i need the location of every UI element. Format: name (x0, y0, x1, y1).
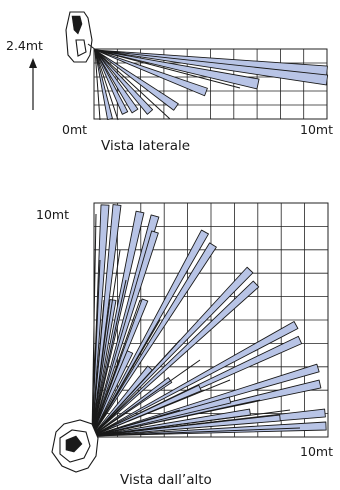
top-beam (91, 210, 145, 437)
top-ray (91, 213, 97, 437)
top-range-label: 10mt (36, 207, 69, 222)
top-beam (91, 396, 232, 437)
height-label: 2.4mt (6, 38, 43, 53)
side-beam (94, 49, 113, 120)
side-view: 2.4mt 0mt 10mt Vista laterale (6, 11, 333, 154)
top-ray (91, 419, 231, 437)
top-ray (91, 259, 101, 437)
top-view: 10mt 10mt Vista dall’alto (36, 202, 333, 488)
side-ray (94, 49, 101, 121)
top-ray (91, 279, 127, 437)
top-ray (91, 399, 261, 437)
top-ray (91, 359, 121, 437)
top-ray (91, 389, 141, 437)
top-beam (91, 229, 209, 437)
side-beam (94, 49, 139, 114)
top-view-beams (91, 204, 327, 437)
top-ray (91, 339, 181, 437)
height-arrow (29, 58, 37, 110)
side-beam (94, 49, 129, 115)
side-end-label: 10mt (300, 122, 333, 137)
top-ray (91, 359, 201, 437)
top-beam (91, 242, 217, 437)
side-view-beams (94, 49, 329, 121)
side-view-frame (93, 48, 328, 120)
side-beam (94, 49, 154, 115)
side-ray (94, 49, 119, 121)
side-view-sensor-icon (65, 11, 97, 63)
top-beam (91, 299, 117, 437)
top-beam (91, 230, 159, 437)
top-ray (91, 409, 291, 437)
top-ray (91, 319, 161, 437)
top-ray (91, 427, 301, 437)
top-ray (91, 379, 231, 437)
top-end-label: 10mt (300, 444, 333, 459)
side-beam (94, 49, 329, 86)
top-view-caption: Vista dall’alto (120, 472, 212, 488)
side-view-caption: Vista laterale (101, 138, 190, 154)
top-beam (91, 280, 260, 437)
side-start-label: 0mt (62, 122, 87, 137)
top-beam (91, 204, 110, 437)
top-beam (91, 350, 134, 437)
side-beam (94, 49, 179, 111)
top-ray (91, 409, 181, 437)
top-view-sensor-icon (51, 419, 99, 473)
side-ray (94, 49, 241, 89)
top-beam (91, 321, 299, 437)
side-ray (94, 49, 171, 120)
side-beam (94, 49, 260, 90)
top-ray (91, 299, 105, 437)
side-beam (94, 49, 208, 97)
top-ray (91, 249, 121, 437)
top-beam (91, 421, 327, 437)
